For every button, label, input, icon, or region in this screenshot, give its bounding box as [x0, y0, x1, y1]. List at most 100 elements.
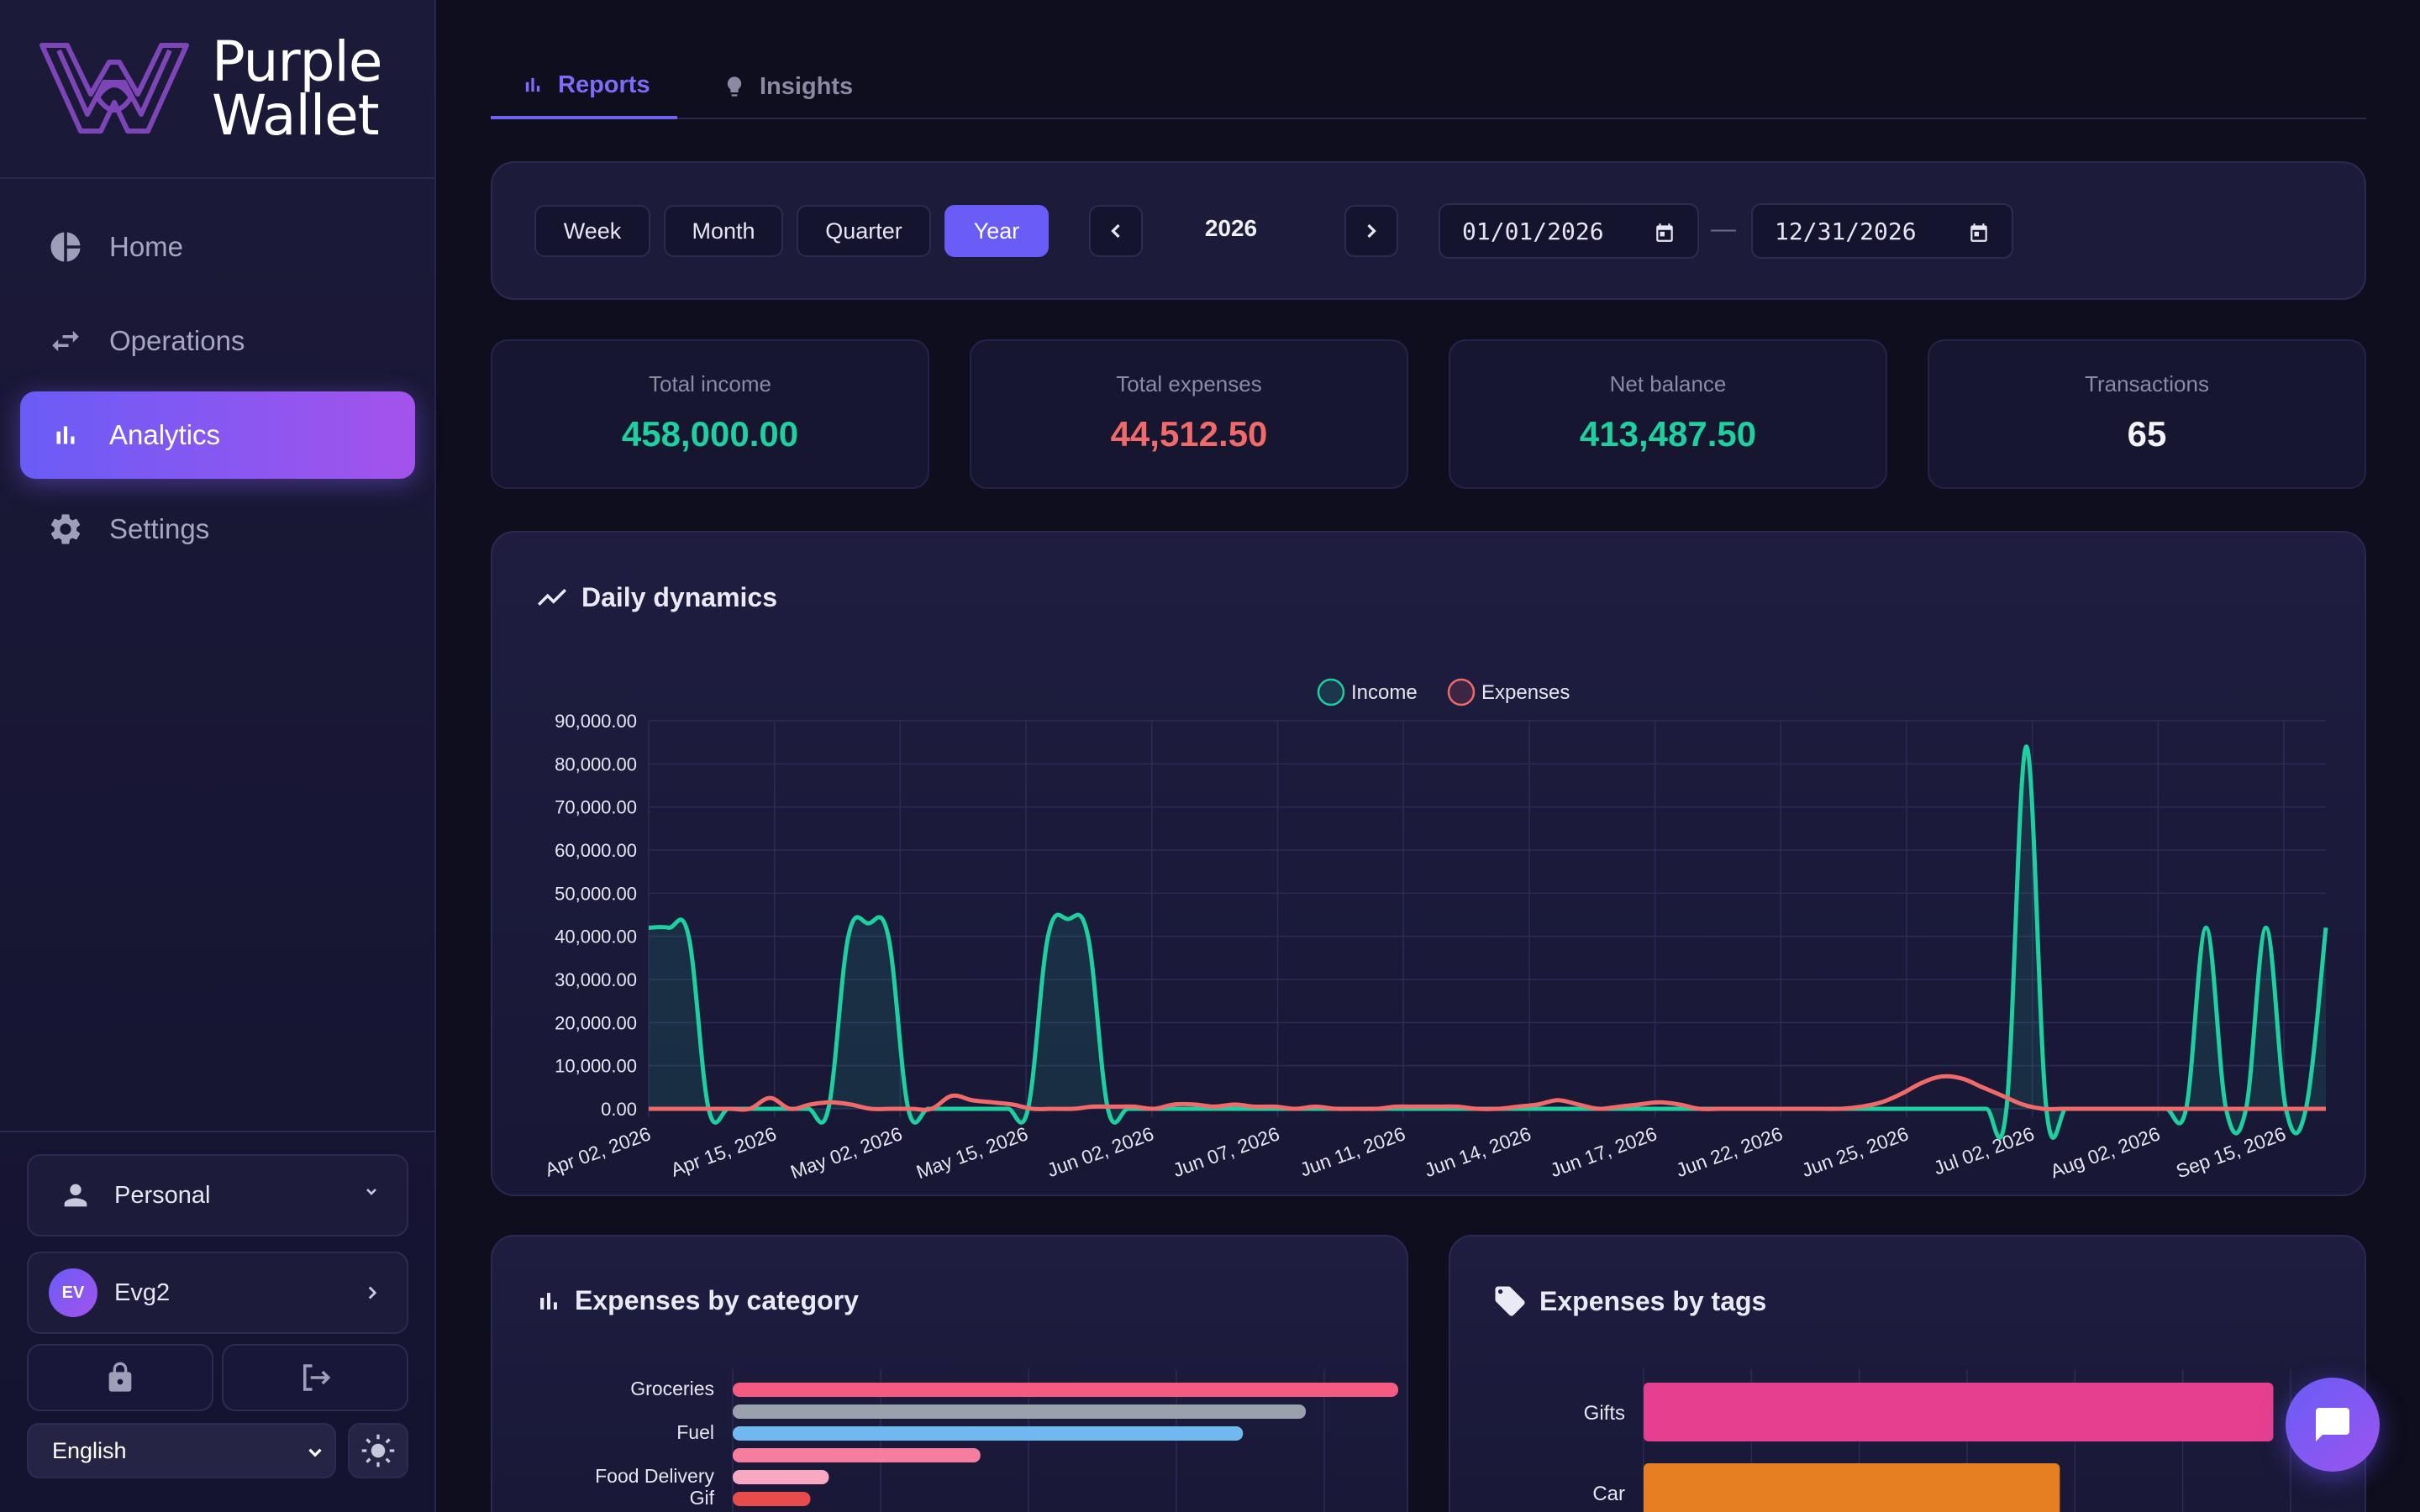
language-value: English	[52, 1437, 127, 1463]
stat-label: Total expenses	[1116, 371, 1262, 396]
x-tick-label: Apr 15, 2026	[668, 1122, 780, 1180]
bar-chart-icon	[534, 1287, 563, 1315]
user-profile-button[interactable]: EV Evg2	[27, 1252, 408, 1334]
chat-support-button[interactable]	[2286, 1378, 2380, 1472]
chevron-down-icon	[361, 1181, 381, 1201]
period-week-button[interactable]: Week	[534, 205, 650, 257]
brand-line-1: Purple	[212, 29, 382, 94]
lock-button[interactable]	[27, 1344, 213, 1411]
language-select[interactable]: English	[27, 1423, 336, 1478]
tab-insights[interactable]: Insights	[692, 54, 883, 119]
swap-arrows-icon	[47, 323, 84, 360]
period-filter: Week Month Quarter Year 2026 01/01/2026 …	[491, 161, 2366, 300]
nav-item-analytics[interactable]: Analytics	[20, 391, 415, 479]
stat-value: 458,000.00	[621, 414, 799, 454]
tab-reports[interactable]: Reports	[491, 54, 677, 119]
theme-toggle[interactable]	[348, 1423, 408, 1478]
x-tick-label: Sep 15, 2026	[2173, 1122, 2288, 1182]
date-to-input[interactable]: 12/31/2026	[1751, 203, 2013, 259]
y-tick-label: 0.00	[601, 1099, 637, 1120]
x-tick-label: Jun 25, 2026	[1799, 1122, 1912, 1181]
report-tabs: Reports Insights	[491, 54, 2366, 119]
category-label: Fuel	[676, 1421, 714, 1443]
bar-chart-icon	[47, 417, 84, 454]
date-to-value: 12/31/2026	[1775, 217, 1917, 245]
period-year-button[interactable]: Year	[944, 205, 1049, 257]
tab-reports-label: Reports	[558, 71, 650, 98]
chevron-right-icon	[361, 1282, 383, 1304]
gear-icon	[47, 511, 84, 548]
category-bar	[733, 1470, 829, 1484]
account-name: Personal	[114, 1181, 211, 1209]
legend-label: Expenses	[1481, 681, 1570, 704]
y-tick-label: 50,000.00	[555, 883, 637, 904]
category-bar	[733, 1404, 1306, 1419]
logout-button[interactable]	[222, 1344, 408, 1411]
x-tick-label: Jul 02, 2026	[1931, 1122, 2038, 1179]
x-tick-label: Jun 17, 2026	[1547, 1122, 1660, 1181]
date-from-input[interactable]: 01/01/2026	[1439, 203, 1699, 259]
bar-chart-icon	[521, 73, 544, 97]
y-tick-label: 40,000.00	[555, 927, 637, 948]
person-icon	[59, 1179, 92, 1212]
tags-title: Expenses by tags	[1539, 1285, 1767, 1316]
daily-dynamics-title-row: Daily dynamics	[534, 580, 777, 615]
date-range-separator: —	[1711, 215, 1736, 243]
stat-value: 44,512.50	[1110, 414, 1268, 454]
nav-item-operations[interactable]: Operations	[20, 297, 415, 385]
stat-net-balance: Net balance 413,487.50	[1449, 339, 1887, 489]
calendar-icon	[1654, 222, 1676, 249]
nav-item-home[interactable]: Home	[20, 203, 415, 291]
x-tick-label: Apr 02, 2026	[542, 1122, 654, 1180]
brand-name: Purple Wallet	[212, 29, 382, 144]
period-quarter-button[interactable]: Quarter	[797, 205, 931, 257]
chat-bubble-icon	[2312, 1404, 2353, 1445]
tag-label: Car	[1592, 1483, 1625, 1505]
legend-swatch	[1317, 678, 1345, 706]
x-tick-label: Jun 11, 2026	[1297, 1122, 1408, 1180]
expenses-by-tags-chart: Gifts Car	[1584, 1369, 2291, 1512]
legend-swatch	[1447, 678, 1476, 706]
lightbulb-icon	[723, 75, 746, 98]
previous-year-button[interactable]	[1089, 205, 1143, 257]
stat-total-income: Total income 458,000.00	[491, 339, 929, 489]
nav-label-home: Home	[109, 231, 184, 262]
x-tick-label: Aug 02, 2026	[2048, 1122, 2163, 1182]
series-line-expenses	[648, 1074, 2326, 1112]
stat-value: 65	[2127, 414, 2167, 454]
period-month-button[interactable]: Month	[664, 205, 783, 257]
stat-label: Total income	[649, 371, 771, 396]
x-tick-label: Jun 07, 2026	[1170, 1122, 1282, 1181]
stat-label: Transactions	[2085, 371, 2209, 396]
category-bar	[733, 1492, 811, 1506]
daily-dynamics-chart: 90,000.00 80,000.00 70,000.00 60,000.00 50,0…	[542, 678, 2328, 1183]
y-tick-label: 10,000.00	[555, 1056, 637, 1077]
y-tick-label: 30,000.00	[555, 969, 637, 990]
stat-transactions: Transactions 65	[1928, 339, 2366, 489]
y-tick-label: 90,000.00	[555, 711, 637, 732]
stat-value: 413,487.50	[1579, 414, 1757, 454]
user-name: Evg2	[114, 1278, 171, 1306]
y-tick-label: 20,000.00	[555, 1012, 637, 1033]
category-title-row: Expenses by category	[534, 1285, 859, 1316]
category-bar	[733, 1383, 1398, 1397]
daily-dynamics-title: Daily dynamics	[581, 581, 777, 612]
x-tick-label: Jun 22, 2026	[1673, 1122, 1786, 1181]
tag-bar	[1644, 1463, 2060, 1512]
tags-title-row: Expenses by tags	[1492, 1284, 1766, 1319]
category-label: Gif	[690, 1487, 715, 1509]
nav-label-analytics: Analytics	[109, 419, 221, 450]
series-area-income	[649, 746, 2326, 1138]
category-bar	[733, 1448, 981, 1462]
purple-wallet-logo	[39, 43, 189, 134]
trending-up-icon	[534, 580, 570, 615]
nav-item-settings[interactable]: Settings	[20, 486, 415, 573]
account-selector[interactable]: Personal	[27, 1154, 408, 1236]
pie-chart-icon	[47, 228, 84, 265]
brand: Purple Wallet	[0, 0, 434, 179]
next-year-button[interactable]	[1344, 205, 1398, 257]
category-label: Food Delivery	[595, 1465, 714, 1487]
tag-label: Gifts	[1584, 1402, 1625, 1425]
x-tick-label: Jun 02, 2026	[1044, 1122, 1157, 1181]
